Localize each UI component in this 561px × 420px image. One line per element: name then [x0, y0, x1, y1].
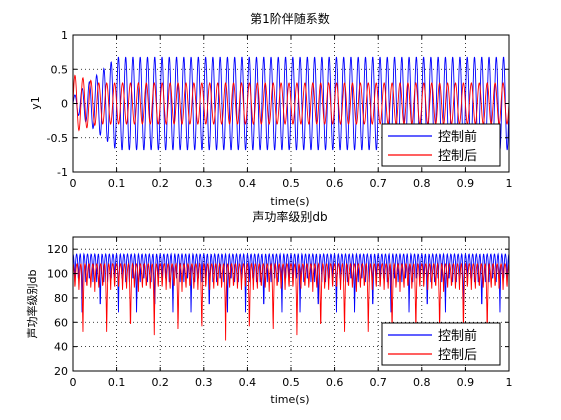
sound-power-chart-xtick-label: 0.3: [195, 376, 213, 389]
coefficient-chart-xtick-label: 1: [506, 177, 513, 190]
coefficient-chart-ytick-label: 0.5: [51, 63, 69, 76]
sound-power-chart-ytick-label: 80: [54, 292, 68, 305]
sound-power-chart-ytick-label: 100: [47, 268, 68, 281]
coefficient-chart-xtick-label: 0.7: [369, 177, 387, 190]
sound-power-chart: 声功率级别db time(s) 声功率级别db 0 0.1 0.2 0.3 0.4 0.5…: [25, 209, 513, 406]
coefficient-chart-title: 第1阶伴随系数: [250, 11, 330, 26]
sound-power-chart-legend-label-0: 控制前: [438, 328, 477, 344]
sound-power-chart-title: 声功率级别db: [252, 209, 327, 224]
coefficient-chart-xtick-label: 0.1: [108, 177, 126, 190]
sound-power-chart-ytick-label: 40: [54, 341, 68, 354]
sound-power-chart-xtick-label: 0.8: [413, 376, 431, 389]
coefficient-chart-xtick-label: 0.3: [195, 177, 213, 190]
coefficient-chart-xtick-label: 0.2: [151, 177, 169, 190]
coefficient-chart-ytick-label: 1: [61, 29, 68, 42]
sound-power-chart-plot: 0 0.1 0.2 0.3 0.4 0.5 0.6 0.7 0.8 0.9 120406080100…: [47, 236, 513, 389]
coefficient-chart-legend-label-1: 控制后: [438, 149, 477, 164]
sound-power-chart-xtick-label: 0: [70, 376, 77, 389]
coefficient-chart-xtick-label: 0.4: [239, 177, 257, 190]
sound-power-chart-xlabel: time(s): [270, 393, 309, 406]
sound-power-chart-xtick-label: 0.5: [282, 376, 300, 389]
coefficient-chart-xlabel: time(s): [270, 195, 309, 208]
sound-power-chart-series-line-0: [72, 252, 510, 313]
coefficient-chart-legend-label-0: 控制前: [438, 129, 477, 145]
sound-power-chart-ylabel: 声功率级别db: [25, 270, 39, 339]
coefficient-chart-legend-box: [381, 123, 501, 167]
sound-power-chart-xtick-label: 0.7: [369, 376, 387, 389]
sound-power-chart-xtick-label: 0.6: [326, 376, 344, 389]
coefficient-chart-series-line-1: [72, 74, 510, 132]
sound-power-chart-xtick-label: 0.2: [151, 376, 169, 389]
sound-power-chart-xtick-label: 1: [506, 376, 513, 389]
coefficient-chart-xtick-label: 0.5: [282, 177, 300, 190]
sound-power-chart-ytick-label: 60: [54, 316, 68, 329]
coefficient-chart-xtick-label: 0: [70, 177, 77, 190]
sound-power-chart-ytick-label: 120: [47, 243, 68, 256]
coefficient-chart-ylabel: y1: [29, 96, 42, 110]
coefficient-chart-ytick-label: -0.5: [47, 132, 68, 145]
coefficient-chart: 第1阶伴随系数 time(s) y1 0 0.1 0.2 0.3 0.4 0.5 0.6 0.…: [29, 11, 513, 208]
sound-power-chart-ytick-label: 20: [54, 365, 68, 378]
sound-power-chart-xtick-label: 0.4: [239, 376, 257, 389]
sound-power-chart-xtick-label: 0.1: [108, 376, 126, 389]
sound-power-chart-xtick-label: 0.9: [457, 376, 475, 389]
sound-power-chart-series-line-1: [72, 262, 510, 341]
coefficient-chart-ytick-label: 0: [61, 98, 68, 111]
coefficient-chart-ytick-label: -1: [57, 166, 68, 179]
coefficient-chart-xtick-label: 0.9: [457, 177, 475, 190]
coefficient-chart-xtick-label: 0.6: [326, 177, 344, 190]
sound-power-chart-legend-label-1: 控制后: [438, 348, 477, 363]
sound-power-chart-legend-box: [381, 322, 501, 366]
coefficient-chart-xtick-label: 0.8: [413, 177, 431, 190]
